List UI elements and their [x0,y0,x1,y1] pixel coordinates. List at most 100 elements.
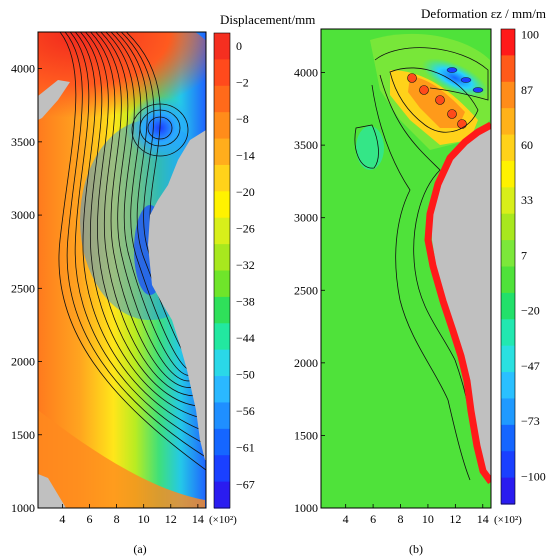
panel-a-contour-line [105,32,206,376]
panel-b-x-tick-label: 12 [449,512,461,526]
panel-a-colorbar-band [214,349,230,377]
panel-b-excluded-region [432,128,491,480]
panel-a-colorbar-tick-label: −32 [236,258,255,272]
panel-a-colorbar-band [214,112,230,140]
panel-b-colorbar-band [501,477,515,505]
panel-a-colorbar-tick-label: −67 [236,477,255,491]
panel-b-label: (b) [409,542,423,556]
panel-b-contour-line [371,84,471,481]
panel-b-colorbar-band [501,29,515,56]
panel-a-colorbar-tick-label: −8 [236,112,249,126]
panel-b-colorbar-band [501,319,515,347]
panel-a-colorbar-title: Displacement/mm [220,12,315,27]
panel-b-colorbar-tick-label: −20 [521,304,540,318]
panel-a-y-tick-label: 4000 [11,62,35,76]
panel-a-colorbar-band [214,376,230,404]
panel-b-colorbar-band [501,266,515,294]
panel-a-colorbar-tick-label: −14 [236,148,255,162]
panel-b-y-tick-label: 4000 [294,66,318,80]
panel-b-colorbar-band [501,108,515,136]
panel-b-axes: 4 6 8 10 12 14 (×10²) 1000 1500 2000 2500 3000 3500 4… [294,66,522,526]
panel-a-lower-zone [38,410,205,508]
panel-b-contour-line [374,47,489,101]
panel-a-contour-line [95,32,206,388]
panel-a-x-tick-label: 12 [165,512,177,526]
panel-a-x-tick-label: 14 [192,512,204,526]
panel-b-x-tick-label: 8 [398,512,404,526]
panel-a-colorbar-band [214,428,230,456]
panel-b-colorbar-band [501,55,515,83]
panel-a-colorbar-tick-label: −20 [236,185,255,199]
panel-a-colorbar-band [214,244,230,272]
panel-a-y-tick-label: 3500 [11,135,35,149]
panel-a-contour-line [58,32,206,471]
panel-b-frame [320,28,492,509]
panel-a-colorbar-band [214,191,230,219]
panel-a-contour-line [74,32,206,433]
panel-b-contour-line [389,67,479,133]
panel-a-colorbar-frame [213,32,231,509]
panel-a-contour-ring [147,116,173,140]
panel-a-field [38,32,206,508]
panel-b-x-tick-label: 6 [370,512,376,526]
panel-b-colorbar-tick-label: −100 [521,469,546,483]
panel-a-contour-line [80,32,206,420]
panel-a-contour-line [69,32,206,445]
panel-b-trough [446,67,458,73]
panel-a-colorbar-band [214,217,230,245]
panel-a-colorbar-band [214,33,230,60]
panel-b-blue-zone [421,58,489,98]
panel-a-x-tick-label: 4 [59,512,65,526]
panel-a-y-tick-label: 1000 [11,501,35,515]
panel-a-colorbar-band [214,296,230,324]
panel-a-colorbar-ticks: 0 −2 −8 −14 −20 −26 −32 −38 −44 −50 −56 −61 −67 [236,39,255,491]
panel-b-colorbar-band [501,372,515,400]
panel-b-colorbar-band [501,292,515,320]
panel-b-colorbar-band [501,398,515,426]
panel-a-y-tick-label: 1500 [11,428,35,442]
panel-b-colorbar-bands [501,29,515,505]
panel-a-colorbar-band [214,85,230,113]
panel-a-colorbar: Displacement/mm 0 −2 −8 −14 −20 −26 −32 −38 −44 −… [213,12,315,509]
panel-a-colorbar-band [214,402,230,430]
panel-b-cyan-patch [356,126,384,170]
panel-b-peak [457,119,467,129]
panel-a-y-tick-label: 2500 [11,281,35,295]
panel-b-y-tick-label: 3500 [294,138,318,152]
panel-a-x-tick-label: 6 [86,512,92,526]
panel-b-peak [447,109,457,119]
panel-b-colorbar-band [501,213,515,241]
panel-b-x-tick-label: 10 [422,512,434,526]
panel-a: 4 6 8 10 12 14 (×10²) 1000 1500 2000 2500 3000 3500 4… [11,12,315,556]
panel-b-colorbar-tick-label: 100 [521,28,539,42]
panel-b-colorbar-frame [500,28,516,505]
panel-b-y-tick-label: 2000 [294,356,318,370]
panel-b-contours [354,47,489,481]
panel-b-colorbar-band [501,134,515,162]
panel-b-y-tick-label: 1500 [294,428,318,442]
panel-b-colorbar-title: Deformation εz / mm/m [421,6,546,21]
panel-b-colorbar-tick-label: 33 [521,193,533,207]
panel-a-colorbar-band [214,455,230,483]
panel-b-trough [460,77,472,83]
panel-b-y-tick-label: 3000 [294,211,318,225]
panel-b-colorbar-tick-label: 60 [521,138,533,152]
panel-a-colorbar-tick-label: 0 [236,39,242,53]
panel-a-x-tick-label: 8 [114,512,120,526]
panel-a-colorbar-band [214,164,230,192]
panel-a-contour-line [85,32,206,407]
panel-a-label: (a) [133,542,146,556]
panel-b-peak [435,95,445,105]
panel-b-peak [419,85,429,95]
panel-a-colorbar-band [214,323,230,351]
panel-a-colorbar-band [214,270,230,298]
panel-b-field [321,29,491,508]
panel-a-contour-line [100,32,206,382]
panel-a-colorbar-tick-label: −44 [236,331,255,345]
panel-b-colorbar-band [501,160,515,188]
panel-b-contour-line [379,74,471,421]
panel-b-colorbar-ticks: 100 87 60 33 7 −20 −47 −73 −100 [521,28,546,484]
panel-b: 4 6 8 10 12 14 (×10²) 1000 1500 2000 2500 3000 3500 4… [294,6,546,556]
panel-a-contour-ring [139,109,181,147]
